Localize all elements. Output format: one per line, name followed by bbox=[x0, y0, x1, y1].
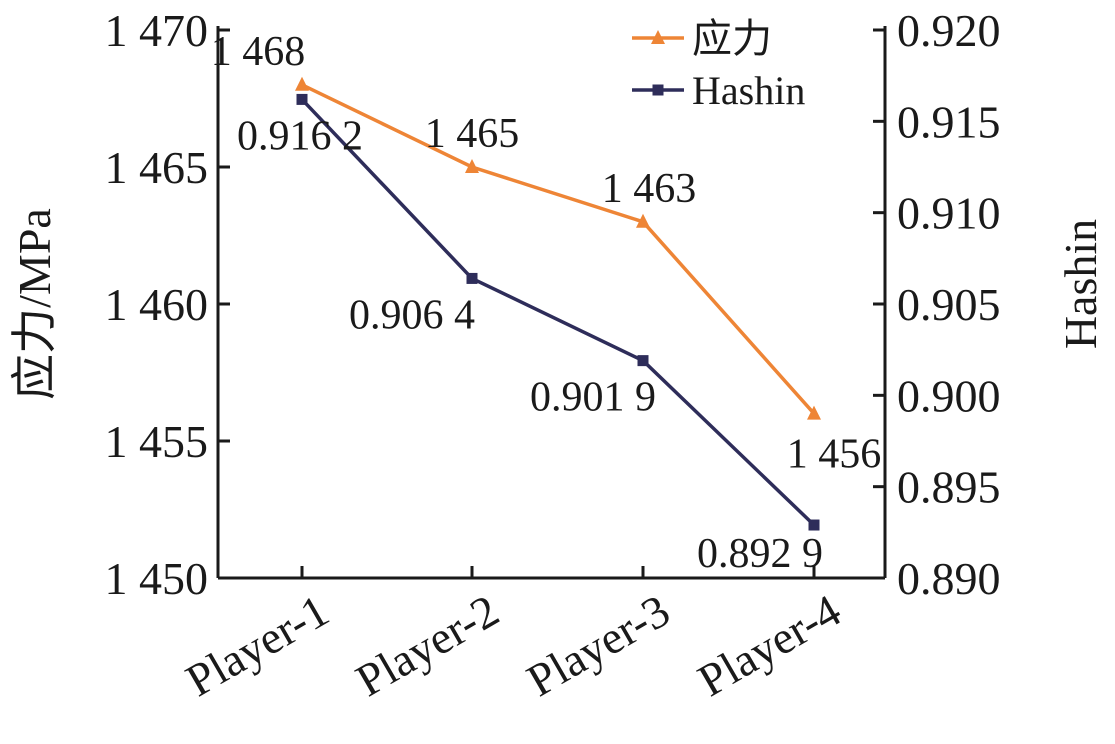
hashin-point-marker bbox=[466, 272, 478, 284]
hashin-point-marker bbox=[808, 519, 820, 531]
legend-triangle-marker bbox=[651, 30, 665, 44]
left-y-axis-title: 应力/MPa bbox=[9, 208, 60, 400]
left-y-tick-label: 1 460 bbox=[105, 279, 209, 330]
hashin-data-label: 0.901 9 bbox=[530, 375, 656, 421]
stress-series-line bbox=[301, 83, 816, 415]
stress-data-label: 1 468 bbox=[211, 29, 306, 75]
right-y-axis-title: Hashin bbox=[1055, 219, 1106, 349]
stress-data-label: 1 463 bbox=[602, 166, 697, 212]
left-y-tick-label: 1 450 bbox=[105, 553, 209, 604]
left-y-tick-label: 1 455 bbox=[105, 416, 209, 467]
right-y-tick-label: 0.905 bbox=[897, 279, 1001, 330]
left-y-tick-label: 1 465 bbox=[105, 142, 209, 193]
hashin-point-marker bbox=[296, 93, 308, 105]
chart-legend: 应力 Hashin bbox=[632, 16, 805, 113]
x-category-label: Player-2 bbox=[347, 584, 507, 706]
right-y-tick-label: 0.915 bbox=[897, 96, 1001, 147]
stress-data-label: 1 456 bbox=[787, 432, 882, 478]
hashin-point-marker bbox=[637, 355, 649, 367]
series-layer bbox=[295, 76, 821, 531]
hashin-data-label: 0.916 2 bbox=[237, 113, 363, 159]
right-y-tick-label: 0.890 bbox=[897, 553, 1001, 604]
stress-point-marker bbox=[807, 405, 821, 420]
legend-square-marker bbox=[652, 84, 664, 96]
data-labels-layer: 1 468 1 465 1 463 1 456 0.916 2 0.906 4 0.901 … bbox=[211, 29, 882, 577]
hashin-data-label: 0.892 9 bbox=[697, 531, 823, 577]
legend-label: Hashin bbox=[692, 68, 805, 113]
stress-data-label: 1 465 bbox=[425, 111, 520, 157]
hashin-series-line bbox=[300, 98, 816, 527]
right-y-tick-label: 0.920 bbox=[897, 5, 1001, 56]
stress-point-marker bbox=[295, 76, 309, 91]
right-y-tick-label: 0.900 bbox=[897, 370, 1001, 421]
x-category-label: Player-3 bbox=[518, 584, 678, 706]
stress-point-marker bbox=[465, 159, 479, 173]
right-y-tick-label: 0.895 bbox=[897, 462, 1001, 513]
chart-axes: 1 450 1 455 1 460 1 465 1 470 0.890 0.895 0.900… bbox=[9, 5, 1106, 706]
left-y-tick-label: 1 470 bbox=[105, 5, 209, 56]
right-y-tick-label: 0.910 bbox=[897, 188, 1001, 239]
legend-label: 应力 bbox=[692, 16, 772, 61]
x-category-label: Player-4 bbox=[689, 584, 849, 706]
stress-point-marker bbox=[636, 213, 650, 228]
hashin-data-label: 0.906 4 bbox=[349, 292, 475, 338]
